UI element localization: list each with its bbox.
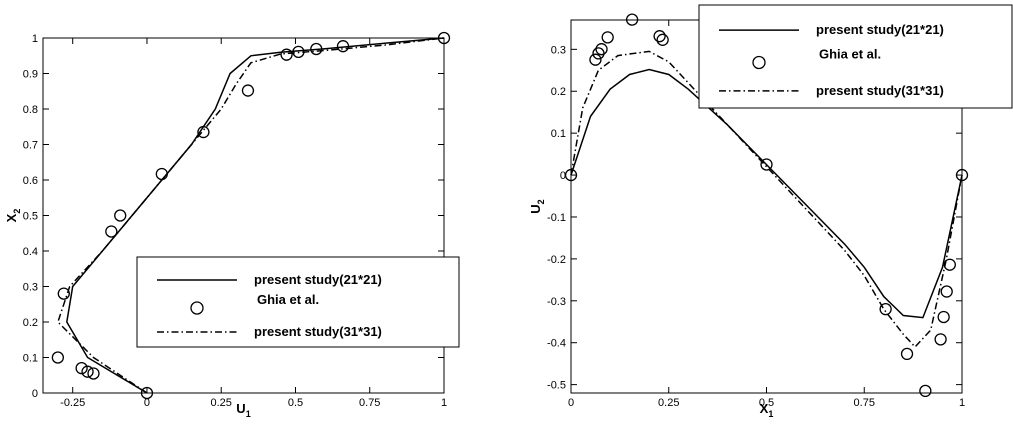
data-point-ghia [625, 13, 639, 26]
x-tick-label: 0 [144, 397, 150, 409]
y-tick-label: 0.2 [23, 317, 38, 329]
data-point-ghia [919, 384, 932, 398]
y-axis-label: X2 [4, 209, 22, 223]
y-tick-label: 0.9 [23, 69, 38, 81]
series-line-31x31 [570, 50, 963, 348]
x-tick-label: 0.25 [658, 397, 679, 409]
data-point-ghia [51, 351, 65, 364]
y-axis-label-sub: 2 [12, 209, 22, 214]
data-point-ghia [140, 386, 154, 400]
legend-label: present study(31*31) [816, 83, 944, 98]
data-point-ghia [310, 42, 323, 56]
x-tick-label: 0 [568, 397, 574, 409]
x-tick-label: 0.75 [854, 397, 875, 409]
y-tick-label: 0 [560, 170, 566, 182]
data-point-ghia [87, 367, 100, 380]
y-tick-label: 0.6 [23, 175, 38, 187]
data-point-ghia [653, 30, 666, 43]
data-point-ghia [595, 43, 608, 56]
data-point-ghia [280, 48, 293, 61]
data-point-ghia [336, 40, 350, 53]
data-point-ghia [943, 258, 956, 271]
chart-1: -0.25 0 0.25 0.5 0.75 1 0 0.1 0.2 0.3 0.4 0.5 0.6 0.7… [4, 31, 460, 419]
series-line-31x31 [57, 37, 445, 394]
x-axis-label-sub: 1 [768, 409, 773, 419]
data-point-ghia [934, 333, 947, 346]
y-axis-label-main: X [4, 213, 19, 222]
y-tick-label: 0.1 [551, 128, 566, 140]
data-point-ghia [900, 347, 914, 361]
y-tick-label: 0.7 [23, 140, 38, 152]
data-point-ghia [760, 158, 773, 171]
y-tick-label: 0.8 [23, 104, 38, 116]
data-point-ghia [57, 287, 70, 300]
chart-2: 0 0.25 0.5 0.75 1 -0.5 -0.4 -0.3 -0.2 -0.1 0 0.1 0.2… [528, 4, 1013, 419]
y-tick-label: -0.2 [547, 254, 566, 266]
series-line-21x21 [570, 68, 963, 319]
x-axis-label-main: U [236, 401, 245, 416]
legend-symbol-circle [752, 55, 766, 70]
y-tick-label: 0 [32, 388, 38, 400]
data-point-ghia [656, 33, 669, 46]
y-tick-label: 0.3 [23, 282, 38, 294]
x-axis-label: U1 [236, 401, 250, 419]
y-tick-label: -0.1 [547, 212, 566, 224]
data-point-ghia [75, 361, 88, 375]
data-point-ghia [197, 125, 210, 139]
data-point-ghia [601, 31, 614, 44]
y-tick-label: -0.4 [547, 338, 566, 350]
legend: present study(21*21) Ghia et al. present s… [136, 256, 460, 348]
x-tick-label: 1 [959, 397, 965, 409]
y-tick-label: 0.1 [23, 353, 38, 365]
x-tick-label: 0.75 [359, 397, 380, 409]
y-tick-label: -0.3 [547, 296, 566, 308]
data-point-ghia [81, 365, 94, 378]
data-point-ghia [879, 302, 892, 316]
y-tick-label: 0.3 [551, 44, 566, 56]
y-tick-label: 0.5 [23, 211, 38, 223]
y-tick-label: 0.2 [551, 86, 566, 98]
data-point-ghia [105, 225, 118, 238]
x-tick-label: -0.25 [60, 397, 85, 409]
data-point-ghia [940, 285, 953, 298]
x-axis-label: X1 [760, 401, 774, 419]
data-point-ghia [155, 167, 168, 181]
x-tick-label: 1 [441, 397, 447, 409]
legend-symbol-circle [190, 301, 204, 315]
legend-label: present study(21*21) [816, 22, 944, 37]
data-point-ghia [955, 168, 969, 182]
y-axis-label-sub: 2 [536, 199, 546, 204]
x-axis-label-sub: 1 [246, 409, 251, 419]
y-tick-label: 0.4 [23, 246, 38, 258]
legend-label: Ghia et al. [257, 292, 319, 307]
y-axis-label: U2 [528, 199, 546, 213]
x-tick-label: 0.5 [288, 397, 303, 409]
legend-label: present study(31*31) [254, 324, 382, 339]
legend-label: present study(21*21) [254, 272, 382, 287]
data-point-ghia [937, 310, 950, 324]
legend-label: Ghia et al. [819, 47, 881, 62]
data-point-ghia [114, 209, 127, 222]
x-axis-label-main: X [760, 401, 769, 416]
x-tick-label: 0.5 [759, 397, 774, 409]
data-point-ghia [589, 53, 602, 66]
y-axis-label-main: U [528, 204, 543, 213]
legend: present study(21*21) Ghia et al. present s… [698, 4, 1013, 109]
x-tick-label: 0.25 [211, 397, 232, 409]
y-tick-label: -0.5 [547, 380, 566, 392]
data-point-ghia [241, 84, 255, 97]
y-tick-label: 1 [32, 33, 38, 45]
data-point-ghia [564, 168, 578, 182]
